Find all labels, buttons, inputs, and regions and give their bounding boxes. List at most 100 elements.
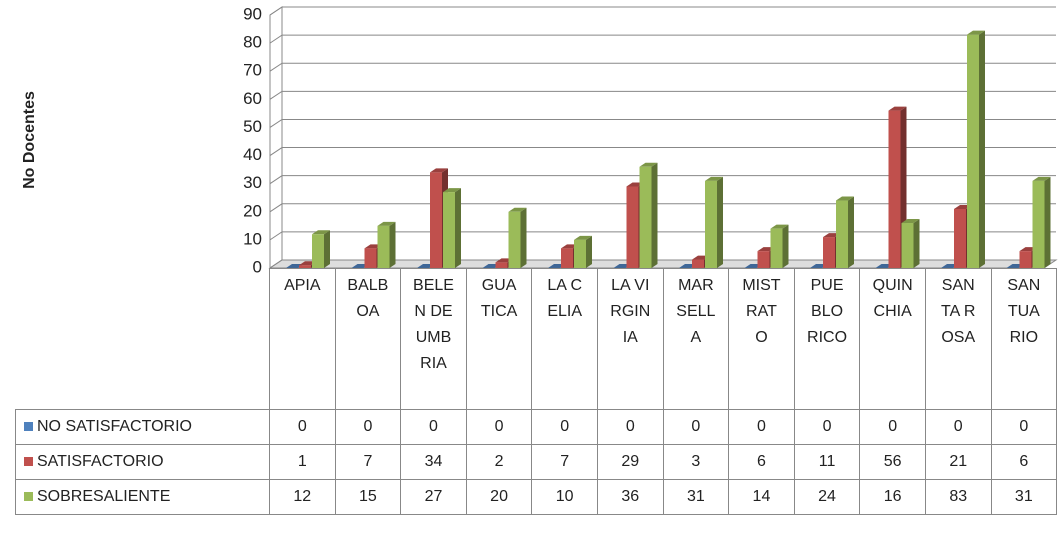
y-tick-label: 20 [243,201,262,220]
bar-top [705,176,723,181]
x-tick-label: PUEBLO RICO [807,277,848,346]
bar-side [324,230,330,268]
bar [299,265,311,268]
grid-line [269,90,1056,100]
grid-line [269,259,1056,269]
bar-top [312,230,330,235]
table-row: NO SATISFACTORIO 0 0 0 0 0 0 0 0 0 0 0 0 [15,409,1058,445]
y-axis-label: No Docentes [21,91,38,189]
value-cell: 0 [596,409,664,445]
value-cell: 0 [859,409,926,445]
bar-side [455,188,461,268]
value-cell: 21 [924,444,992,480]
category-cell: MISTRATO [728,268,795,410]
value-cell: 31 [662,479,730,515]
category-cell: LA VIRGINIA [596,268,664,410]
bar [364,248,377,268]
legend-cell: SOBRESALIENTE [15,479,270,515]
bar [705,180,717,268]
bar [508,211,521,268]
y-tick-label: 10 [243,229,262,248]
bar [757,251,770,268]
bar-side [848,196,854,268]
value-cell: 12 [269,479,336,515]
value-cell: 0 [728,409,795,445]
value-cell: 1 [269,444,336,480]
bar [574,239,586,268]
value-cell: 2 [465,444,533,480]
x-tick-label: MARSELLA [676,277,716,346]
bar [639,166,652,268]
value-cell: 0 [334,409,402,445]
bar [443,192,455,268]
x-tick-label: SANTUARIO [1007,277,1041,346]
bar-side [979,30,985,268]
grid-line [269,34,1056,44]
grid-line [269,203,1056,213]
bar [1019,251,1032,268]
bar-top [1032,176,1051,181]
y-tick-label: 50 [243,117,262,136]
bar-top [770,224,789,229]
y-tick-label: 70 [243,61,262,80]
value-cell: 0 [793,409,861,445]
bar-top [443,188,461,193]
bar-top [508,207,527,212]
value-cell: 24 [793,479,861,515]
value-cell: 16 [859,479,926,515]
bar-side [651,162,658,268]
bar [430,172,442,268]
grid-line [269,62,1056,72]
bar [836,200,848,268]
table-row: SATISFACTORIO 1 7 34 2 7 29 3 6 11 56 21 6 [15,444,1058,480]
table-row: APIA BALBOA BELEN DE UMBRIA GUATICA LA CELIA… [16,268,1058,410]
value-cell: 29 [596,444,664,480]
legend-label: NO SATISFACTORIO [37,418,192,435]
legend-cell: SATISFACTORIO [15,444,270,480]
x-tick-label: BELEN DE UMBRIA [413,277,454,372]
bar-top [836,196,854,201]
category-cell: SANTUARIO [990,268,1058,410]
value-cell: 34 [400,444,467,480]
x-tick-label: BALBOA [347,277,389,320]
category-cell: PUEBLO RICO [793,268,861,410]
bar-side [389,221,396,268]
y-tick-label: 60 [243,89,262,108]
table-corner [16,269,270,410]
bar-top [888,106,907,111]
x-tick-label: GUATICA [480,277,518,320]
value-cell: 0 [400,409,467,445]
category-cell: LA CELIA [531,268,598,410]
bar [954,208,966,268]
data-table: APIA BALBOA BELEN DE UMBRIA GUATICA LA CELIA… [15,268,1058,515]
value-cell: 0 [531,409,598,445]
legend-label: SOBRESALIENTE [37,488,171,505]
category-cell: GUATICA [465,268,533,410]
bar [495,262,508,268]
value-cell: 0 [924,409,992,445]
legend-label: SATISFACTORIO [37,453,164,470]
bar [823,237,835,268]
legend-key [24,457,33,466]
y-tick-label: 80 [243,33,262,52]
category-cell: MARSELLA [662,268,730,410]
bar [967,34,979,268]
bar-top [377,221,396,226]
x-tick-label: QUINCHIA [872,277,913,320]
value-cell: 7 [334,444,402,480]
bar [1032,180,1045,268]
value-cell: 0 [465,409,533,445]
value-cell: 3 [662,444,730,480]
value-cell: 6 [990,444,1058,480]
value-cell: 15 [334,479,402,515]
value-cell: 31 [990,479,1058,515]
legend-key [24,492,33,501]
table-row: SOBRESALIENTE 12 15 27 20 10 36 31 14 24 16 83 31 [15,479,1058,515]
bar-top [639,162,658,167]
value-cell: 10 [531,479,598,515]
bar [770,228,783,268]
value-cell: 0 [269,409,336,445]
legend-cell: NO SATISFACTORIO [15,409,270,445]
